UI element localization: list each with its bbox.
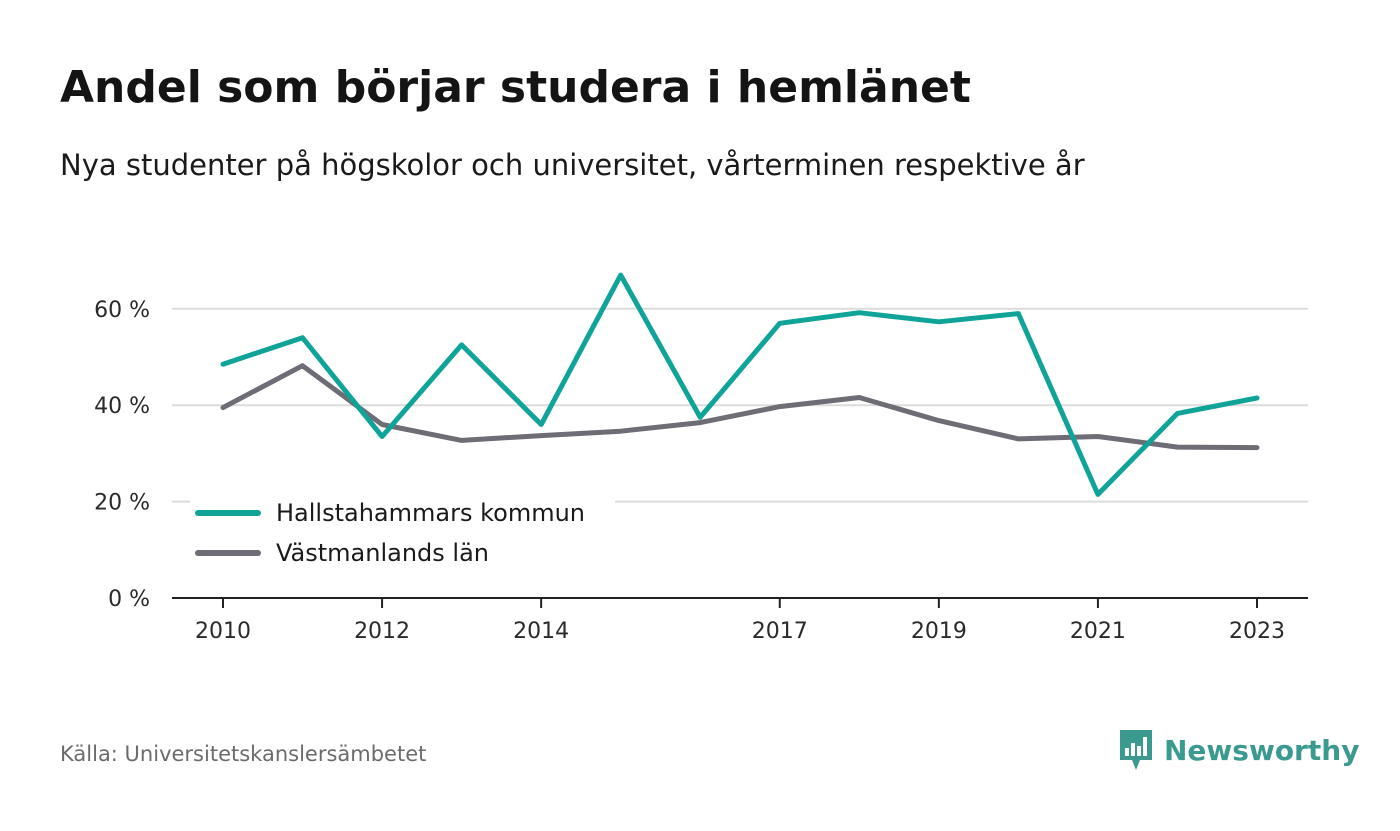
legend-label-vastmanland: Västmanlands län bbox=[276, 539, 489, 567]
x-tick-label: 2014 bbox=[513, 619, 569, 644]
y-axis-tick-labels: 0 % 20 % 40 % 60 % bbox=[94, 298, 150, 612]
legend: Hallstahammars kommun Västmanlands län bbox=[190, 490, 615, 578]
x-tick-label: 2021 bbox=[1070, 619, 1126, 644]
y-tick-label: 40 % bbox=[94, 394, 150, 419]
chart-title: Andel som börjar studera i hemlänet bbox=[60, 62, 971, 113]
source-note: Källa: Universitetskanslersämbetet bbox=[60, 742, 427, 766]
x-tick-label: 2023 bbox=[1229, 619, 1285, 644]
brand-logo: Newsworthy bbox=[1118, 728, 1359, 772]
series-lines bbox=[220, 272, 1260, 497]
chart-subtitle: Nya studenter på högskolor och universit… bbox=[60, 148, 1085, 182]
series-line-0 bbox=[220, 272, 1260, 497]
legend-label-hallstahammar: Hallstahammars kommun bbox=[276, 499, 585, 527]
x-tick-label: 2019 bbox=[911, 619, 967, 644]
x-tick-label: 2017 bbox=[752, 619, 808, 644]
x-tick-label: 2010 bbox=[195, 619, 251, 644]
x-tick-label: 2012 bbox=[354, 619, 410, 644]
grid-lines bbox=[172, 307, 1308, 503]
x-axis-ticks: 2010 2012 2014 2017 2019 2021 2023 bbox=[195, 598, 1285, 644]
series-line-1 bbox=[220, 363, 1260, 451]
legend-background bbox=[190, 490, 615, 578]
brand-name: Newsworthy bbox=[1164, 733, 1360, 767]
y-tick-label: 20 % bbox=[94, 491, 150, 516]
newsworthy-logo-icon bbox=[1120, 730, 1152, 770]
y-tick-label: 0 % bbox=[108, 587, 150, 612]
y-tick-label: 60 % bbox=[94, 298, 150, 323]
